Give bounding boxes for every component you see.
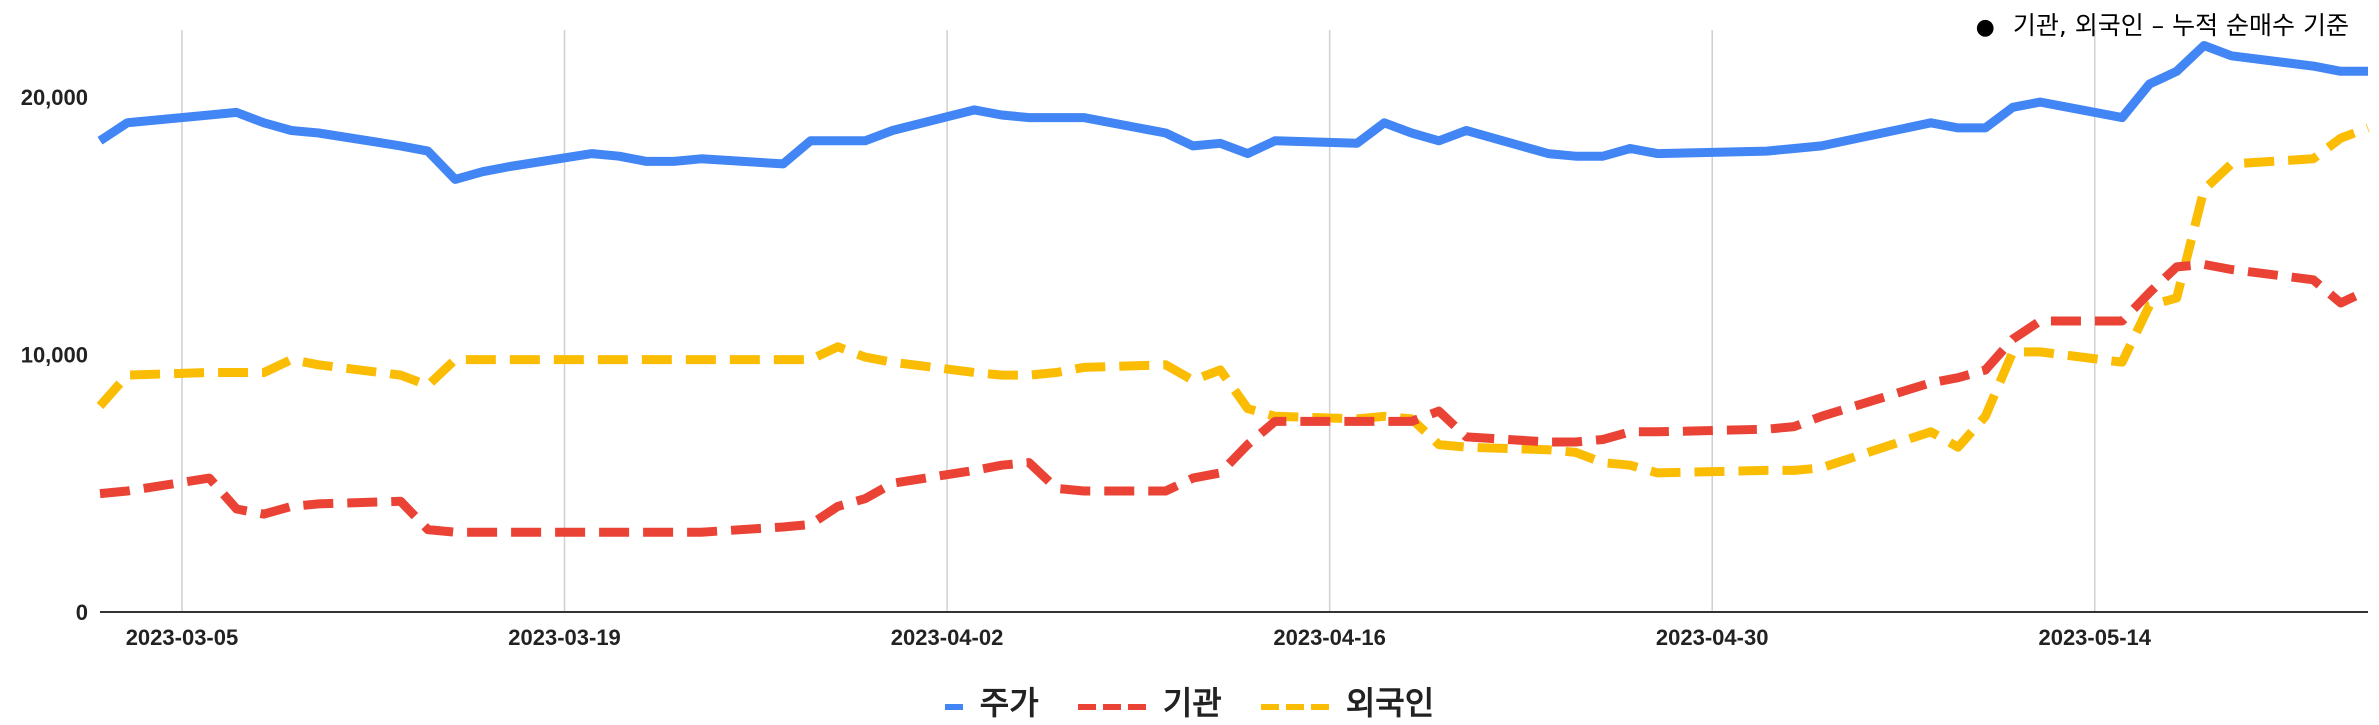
y-tick-label: 20,000 bbox=[21, 85, 88, 110]
legend-swatch-foreigner bbox=[1260, 686, 1336, 724]
legend-item-price: 주가 bbox=[944, 678, 1039, 724]
series-line-1 bbox=[99, 259, 2370, 537]
chart-note: ● 기관, 외국인 – 누적 순매수 기준 bbox=[1976, 6, 2349, 42]
note-bullet: ● bbox=[1975, 15, 1995, 40]
x-tick-label: 2023-04-30 bbox=[1656, 625, 1769, 650]
legend-label-institution: 기관 bbox=[1162, 684, 1222, 722]
x-tick-label: 2023-03-19 bbox=[508, 625, 621, 650]
x-axis-tick-labels: 2023-03-05 2023-03-19 2023-04-02 2023-04-16… bbox=[126, 625, 2152, 650]
vertical-gridlines bbox=[181, 30, 2096, 612]
note-text: 기관, 외국인 – 누적 순매수 기준 bbox=[2012, 11, 2349, 40]
legend-label-price: 주가 bbox=[979, 684, 1039, 722]
y-tick-label: 10,000 bbox=[21, 343, 88, 368]
series-lines bbox=[96, 41, 2370, 537]
x-tick-label: 2023-04-16 bbox=[1273, 625, 1386, 650]
series-line-0 bbox=[97, 41, 2368, 184]
y-axis-tick-labels: 0 10,000 20,000 bbox=[21, 85, 88, 625]
x-tick-label: 2023-04-02 bbox=[891, 625, 1004, 650]
chart-legend: 주가 기관 외국인 bbox=[0, 678, 2379, 724]
legend-label-foreigner: 외국인 bbox=[1345, 684, 1435, 722]
series-line-2 bbox=[96, 123, 2370, 478]
legend-item-institution: 기관 bbox=[1077, 678, 1222, 724]
y-tick-label: 0 bbox=[76, 600, 88, 625]
x-tick-label: 2023-03-05 bbox=[126, 625, 239, 650]
legend-item-foreigner: 외국인 bbox=[1260, 678, 1435, 724]
legend-swatch-price bbox=[944, 686, 970, 724]
legend-swatch-institution bbox=[1077, 686, 1153, 724]
x-tick-label: 2023-05-14 bbox=[2038, 625, 2151, 650]
